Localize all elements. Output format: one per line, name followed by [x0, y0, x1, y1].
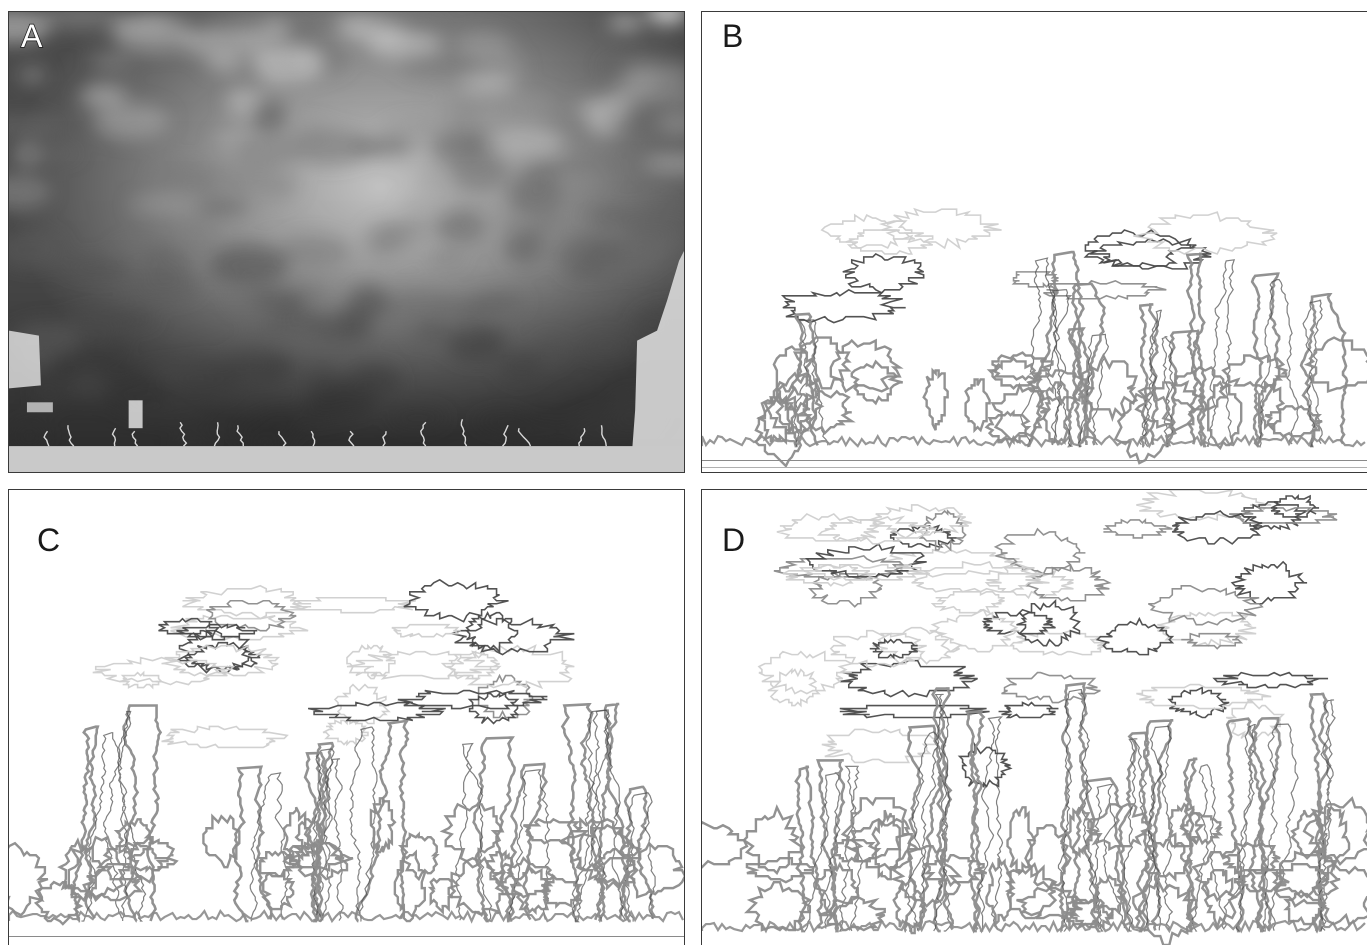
- panel-c-baseline: [9, 936, 684, 937]
- panel-label-d: D: [722, 522, 746, 558]
- panel-label-a: A: [20, 18, 43, 54]
- panel-b-contours: [702, 207, 1367, 469]
- panel-a-image: [9, 12, 684, 472]
- panel-d-contours: [702, 490, 1367, 945]
- panel-a: A: [8, 11, 685, 473]
- panel-label-b: B: [722, 18, 744, 54]
- panel-c: C: [8, 489, 685, 945]
- panel-b-baseline-2: [702, 467, 1367, 468]
- panel-d: D: [701, 489, 1367, 945]
- panel-b-baseline: [702, 460, 1367, 461]
- panel-label-c: C: [37, 522, 61, 558]
- panel-b: B: [701, 11, 1367, 473]
- panel-c-contours: [9, 578, 684, 926]
